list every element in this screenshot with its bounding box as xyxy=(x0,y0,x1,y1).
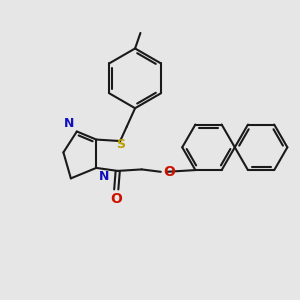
Text: N: N xyxy=(64,117,74,130)
Text: N: N xyxy=(99,170,109,183)
Text: S: S xyxy=(116,137,124,151)
Text: O: O xyxy=(163,165,175,179)
Text: O: O xyxy=(110,192,122,206)
